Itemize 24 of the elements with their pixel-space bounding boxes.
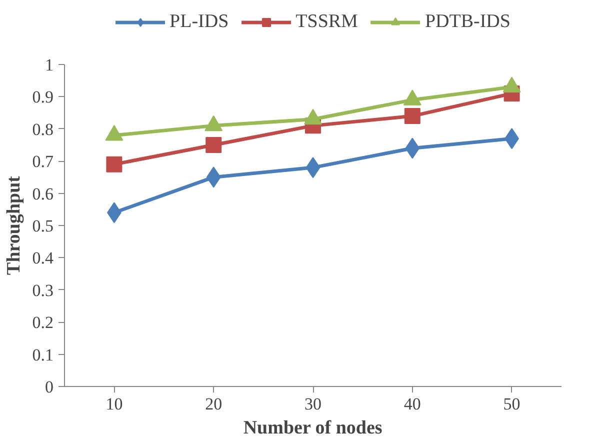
y-axis-title: Throughput (3, 175, 24, 275)
y-tick-label: 0.4 (32, 248, 54, 268)
x-axis-title: Number of nodes (243, 418, 382, 438)
legend-label: PL-IDS (170, 11, 229, 33)
y-tick-label: 0.6 (32, 184, 54, 204)
y-tick-label: 0.5 (32, 216, 54, 236)
point (106, 156, 122, 172)
point (404, 108, 420, 124)
x-tick-label: 20 (205, 394, 222, 414)
x-tick-label: 50 (503, 394, 520, 414)
y-tick-label: 0 (45, 378, 54, 396)
y-tick-label: 0.8 (32, 120, 54, 139)
y-tick-label: 0.7 (32, 152, 54, 172)
y-tick-label: 1 (45, 56, 54, 74)
y-tick-label: 0.1 (32, 345, 54, 364)
y-tick-label: 0.9 (32, 88, 54, 107)
legend-label: PDTB-IDS (424, 11, 510, 33)
y-tick-label: 0.3 (32, 280, 54, 300)
x-tick-label: 30 (304, 394, 322, 414)
x-tick-label: 10 (106, 394, 123, 414)
point (206, 137, 222, 153)
y-tick-label: 0.2 (32, 313, 54, 332)
x-tick-label: 40 (404, 394, 421, 414)
legend-label: TSSRM (296, 11, 358, 33)
